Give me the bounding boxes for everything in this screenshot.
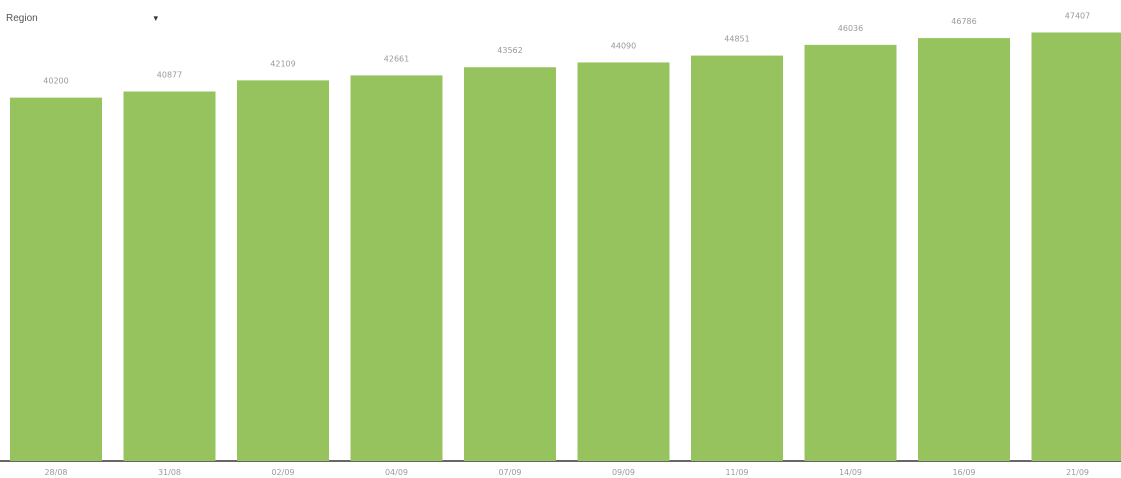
data-label: 44851	[724, 35, 749, 44]
x-tick-label: 09/09	[612, 468, 635, 477]
x-tick-label: 28/08	[44, 468, 67, 477]
bar[interactable]	[10, 97, 102, 461]
bar[interactable]	[577, 62, 670, 462]
data-label: 43562	[497, 46, 522, 55]
x-tick-label: 21/09	[1066, 468, 1089, 477]
x-tick-label: 02/09	[271, 468, 294, 477]
x-tick-label: 31/08	[158, 468, 181, 477]
bar[interactable]	[691, 55, 783, 461]
data-label: 44090	[611, 41, 636, 50]
data-label: 46036	[838, 24, 863, 33]
bar[interactable]	[804, 44, 897, 461]
bar[interactable]	[918, 38, 1010, 462]
data-label: 47407	[1065, 11, 1090, 20]
bar[interactable]	[237, 80, 329, 461]
bar[interactable]	[350, 75, 443, 461]
bar[interactable]	[1031, 32, 1121, 461]
x-tick-label: 14/09	[839, 468, 862, 477]
data-label: 42109	[270, 59, 295, 68]
data-label: 46786	[951, 17, 976, 26]
data-label: 40877	[157, 71, 182, 80]
bar[interactable]	[123, 91, 216, 462]
bar[interactable]	[464, 67, 556, 461]
region-dropdown[interactable]: Region ▾	[6, 8, 164, 28]
region-dropdown-value: Region	[6, 12, 38, 24]
x-tick-label: 16/09	[952, 468, 975, 477]
x-tick-label: 04/09	[385, 468, 408, 477]
data-label: 40200	[43, 77, 68, 86]
chevron-down-icon: ▾	[153, 12, 158, 23]
x-tick-label: 07/09	[498, 468, 521, 477]
data-label: 42661	[384, 54, 409, 63]
x-tick-label: 11/09	[725, 468, 748, 477]
